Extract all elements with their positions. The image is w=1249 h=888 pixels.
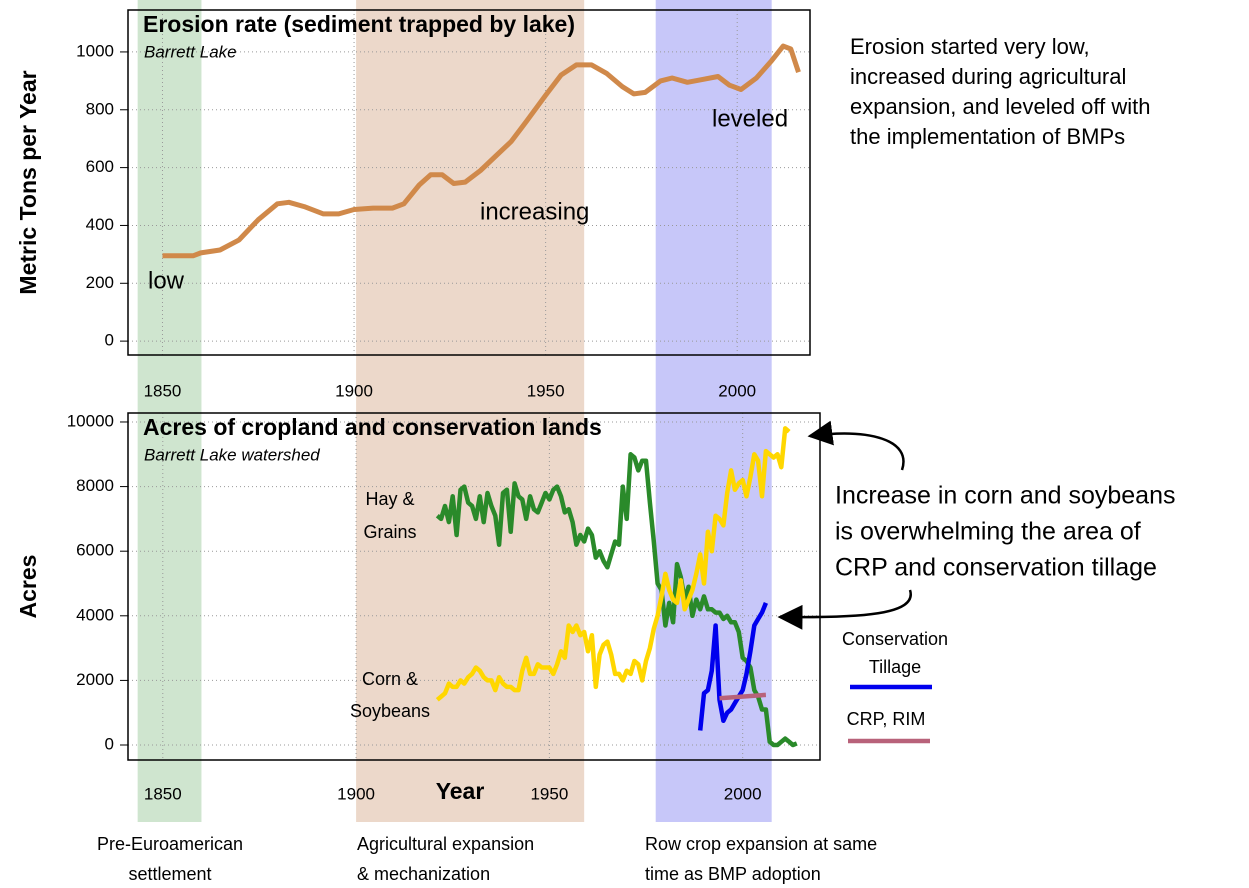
- plot-frame: [127, 412, 821, 761]
- series-line: [719, 692, 767, 701]
- y-tick-label: 800: [86, 99, 114, 118]
- x-tick-label: 1850: [144, 381, 182, 400]
- series-line: [162, 43, 801, 259]
- chart-title: Erosion rate (sediment trapped by lake): [143, 11, 575, 37]
- annotation: leveled: [712, 105, 788, 132]
- arrow: [807, 420, 905, 471]
- y-tick-label: 4000: [76, 605, 114, 624]
- y-tick-label: 10000: [67, 411, 114, 430]
- chart-subtitle: Barrett Lake: [144, 42, 237, 61]
- y-axis-label: Acres: [15, 555, 41, 619]
- note: Erosion started very low,: [850, 34, 1090, 59]
- y-tick-label: 1000: [76, 41, 114, 60]
- y-tick-label: 6000: [76, 541, 114, 560]
- x-tick-label: 1950: [527, 381, 565, 400]
- series-label: Corn &: [362, 669, 418, 689]
- y-axis-label: Metric Tons per Year: [15, 70, 41, 294]
- period-label: & mechanization: [357, 864, 490, 884]
- y-tick-label: 8000: [76, 476, 114, 495]
- period-label: time as BMP adoption: [645, 864, 821, 884]
- period-label: Agricultural expansion: [357, 834, 534, 854]
- note: Increase in corn and soybeans: [835, 482, 1176, 510]
- x-tick-label: 1850: [144, 784, 182, 803]
- y-tick-label: 0: [105, 734, 114, 753]
- y-tick-label: 400: [86, 215, 114, 234]
- note: increased during agricultural: [850, 64, 1126, 89]
- chart-subtitle: Barrett Lake watershed: [144, 445, 320, 464]
- y-tick-label: 2000: [76, 670, 114, 689]
- x-tick-label: 1950: [530, 784, 568, 803]
- period-label: Pre-Euroamerican: [97, 834, 243, 854]
- legend-label: CRP, RIM: [847, 709, 926, 729]
- annotation: low: [148, 267, 185, 294]
- note: expansion, and leveled off with: [850, 94, 1150, 119]
- note: the implementation of BMPs: [850, 124, 1125, 149]
- y-tick-label: 0: [105, 331, 114, 350]
- x-tick-label: 1900: [335, 381, 373, 400]
- series-label: Hay &: [365, 489, 414, 509]
- chart-title: Acres of cropland and conservation lands: [143, 414, 602, 440]
- x-axis-label: Year: [436, 778, 485, 804]
- plot-frame: [127, 9, 811, 356]
- period-band: [356, 0, 585, 822]
- y-tick-label: 200: [86, 273, 114, 292]
- period-band: [137, 0, 202, 822]
- note: is overwhelming the area of: [835, 518, 1141, 546]
- note: CRP and conservation tillage: [835, 554, 1157, 582]
- series-label: Soybeans: [350, 701, 430, 721]
- x-tick-label: 2000: [718, 381, 756, 400]
- x-tick-label: 1900: [337, 784, 375, 803]
- legend-label: Tillage: [869, 657, 921, 677]
- period-label: settlement: [128, 864, 211, 884]
- series-line: [435, 426, 791, 702]
- legend-label: Conservation: [842, 629, 948, 649]
- annotation: increasing: [480, 198, 589, 225]
- series-line: [435, 452, 798, 748]
- arrow: [777, 589, 912, 630]
- series-label: Grains: [363, 522, 416, 542]
- period-label: Row crop expansion at same: [645, 834, 877, 854]
- x-tick-label: 2000: [724, 784, 762, 803]
- series-line: [697, 602, 768, 731]
- y-tick-label: 600: [86, 157, 114, 176]
